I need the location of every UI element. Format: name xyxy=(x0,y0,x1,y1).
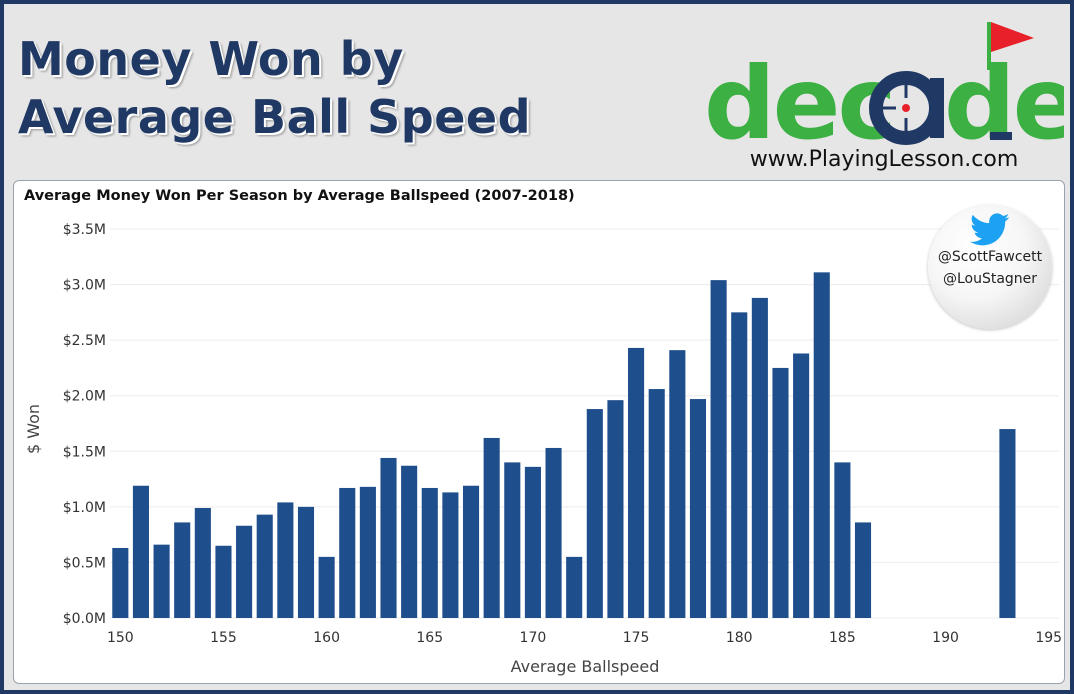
x-tick-label: 155 xyxy=(210,630,237,646)
bar[interactable] xyxy=(648,389,665,618)
x-tick-label: 175 xyxy=(623,630,650,646)
bar[interactable] xyxy=(751,297,768,618)
twitter-bird-icon xyxy=(970,213,1010,246)
y-tick-label: $3.0M xyxy=(63,278,106,294)
y-tick-label: $1.0M xyxy=(63,500,106,516)
bar[interactable] xyxy=(524,466,541,618)
page-title: Money Won by Average Ball Speed xyxy=(18,30,638,146)
bar[interactable] xyxy=(834,462,851,618)
y-tick-label: $1.5M xyxy=(63,444,106,460)
bar[interactable] xyxy=(153,544,170,618)
y-tick-label: $0.0M xyxy=(63,611,106,627)
bar[interactable] xyxy=(194,507,211,618)
y-tick-label: $3.5M xyxy=(63,222,106,238)
bar[interactable] xyxy=(380,457,397,618)
x-tick-label: 180 xyxy=(726,630,753,646)
golf-hole-icon xyxy=(990,132,1012,140)
bar[interactable] xyxy=(504,462,521,618)
bar[interactable] xyxy=(421,487,438,618)
bar[interactable] xyxy=(772,367,789,618)
bar[interactable] xyxy=(731,312,748,618)
bar[interactable] xyxy=(793,353,810,618)
bar[interactable] xyxy=(215,545,232,618)
chart-panel: Average Money Won Per Season by Average … xyxy=(13,180,1065,684)
bar[interactable] xyxy=(401,465,418,618)
x-tick-label: 165 xyxy=(416,630,443,646)
x-tick-label: 150 xyxy=(107,630,134,646)
logo-word-prefix: dec xyxy=(704,45,894,162)
page-title-line-1: Money Won by xyxy=(18,32,404,86)
crosshair-a-icon xyxy=(869,71,944,145)
bar[interactable] xyxy=(586,409,603,618)
decade-logo: dec de xyxy=(704,22,1064,162)
x-tick-label: 185 xyxy=(829,630,856,646)
bar[interactable] xyxy=(112,547,129,618)
bar[interactable] xyxy=(545,447,562,618)
bar[interactable] xyxy=(483,437,500,618)
twitter-badge: @ScottFawcett @LouStagner xyxy=(928,205,1052,329)
x-tick-label: 190 xyxy=(932,630,959,646)
bar[interactable] xyxy=(297,506,315,618)
bar[interactable] xyxy=(854,522,872,618)
flag-icon xyxy=(987,22,1034,70)
bar[interactable] xyxy=(607,400,624,618)
x-axis-title: Average Ballspeed xyxy=(511,657,660,676)
y-tick-label: $2.5M xyxy=(63,333,106,349)
website-url: www.PlayingLesson.com xyxy=(749,147,1019,172)
twitter-handle-2: @LouStagner xyxy=(942,271,1038,287)
grid-lines xyxy=(110,228,1059,619)
page-title-line-2: Average Ball Speed xyxy=(18,90,532,144)
x-tick-label: 160 xyxy=(313,630,340,646)
bar[interactable] xyxy=(132,485,149,618)
bar[interactable] xyxy=(462,485,480,618)
twitter-handle-1: @ScottFawcett xyxy=(937,249,1043,265)
y-tick-label: $0.5M xyxy=(63,555,106,571)
chart-title: Average Money Won Per Season by Average … xyxy=(24,188,575,204)
y-axis-title: $ Won xyxy=(24,404,43,454)
bar[interactable] xyxy=(277,502,294,618)
bar[interactable] xyxy=(318,556,335,618)
bar[interactable] xyxy=(813,272,830,618)
bar[interactable] xyxy=(256,514,273,618)
x-tick-label: 170 xyxy=(520,630,547,646)
bars xyxy=(112,272,1016,618)
bar[interactable] xyxy=(689,399,707,618)
bar[interactable] xyxy=(442,492,459,618)
page-frame: Money Won by Average Ball Speed dec de w… xyxy=(4,4,1070,690)
bar[interactable] xyxy=(566,556,583,618)
bar[interactable] xyxy=(628,347,645,618)
x-tick-label: 195 xyxy=(1035,630,1062,646)
logo-word-suffix: de xyxy=(944,45,1064,162)
bar[interactable] xyxy=(359,486,376,618)
bar[interactable] xyxy=(710,280,727,618)
x-axis-ticks: 150 155 160 165 170 175 180 185 190 195 xyxy=(107,630,1062,646)
bar[interactable] xyxy=(236,525,253,618)
bar-chart: $0.0M $0.5M $1.0M $1.5M $2.0M $2.5M $3.0M $3.5M… xyxy=(24,222,1062,676)
y-tick-label: $2.0M xyxy=(63,389,106,405)
bar[interactable] xyxy=(339,487,356,618)
bar[interactable] xyxy=(669,350,686,618)
bar[interactable] xyxy=(999,429,1016,618)
y-axis-ticks: $0.0M $0.5M $1.0M $1.5M $2.0M $2.5M $3.0M $3.5M xyxy=(63,222,106,627)
bar[interactable] xyxy=(174,522,191,618)
